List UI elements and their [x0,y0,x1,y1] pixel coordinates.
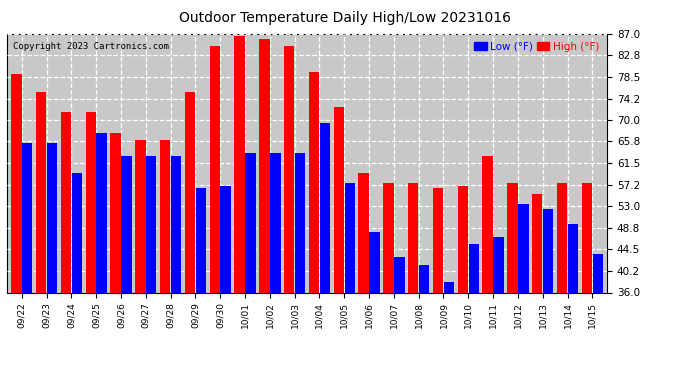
Bar [295,153,305,292]
Bar [469,244,479,292]
Bar [518,204,529,292]
Bar [270,153,281,292]
Bar [358,173,369,292]
Bar [557,183,567,292]
Bar [344,183,355,292]
Bar [36,92,46,292]
Bar [408,183,418,292]
Text: Outdoor Temperature Daily High/Low 20231016: Outdoor Temperature Daily High/Low 20231… [179,11,511,25]
Bar [394,257,404,292]
Bar [333,107,344,292]
Bar [482,156,493,292]
Bar [543,209,553,292]
Bar [383,183,393,292]
Bar [433,189,443,292]
Legend: Low (°F), High (°F): Low (°F), High (°F) [474,42,599,51]
Bar [47,143,57,292]
Bar [221,186,231,292]
Bar [309,72,319,292]
Text: Copyright 2023 Cartronics.com: Copyright 2023 Cartronics.com [13,42,169,51]
Bar [22,143,32,292]
Bar [185,92,195,292]
Bar [86,112,96,292]
Bar [369,232,380,292]
Bar [319,123,330,292]
Bar [532,194,542,292]
Bar [146,156,157,292]
Bar [160,140,170,292]
Bar [135,140,146,292]
Bar [61,112,71,292]
Bar [196,189,206,292]
Bar [457,186,468,292]
Bar [284,46,295,292]
Bar [121,156,132,292]
Bar [97,133,107,292]
Bar [568,224,578,292]
Bar [593,255,603,292]
Bar [72,173,82,292]
Bar [444,282,454,292]
Bar [259,39,270,292]
Bar [210,46,220,292]
Bar [245,153,256,292]
Bar [235,36,245,292]
Bar [171,156,181,292]
Bar [582,183,592,292]
Bar [493,237,504,292]
Bar [507,183,518,292]
Bar [11,74,21,292]
Bar [110,133,121,292]
Bar [419,265,429,292]
